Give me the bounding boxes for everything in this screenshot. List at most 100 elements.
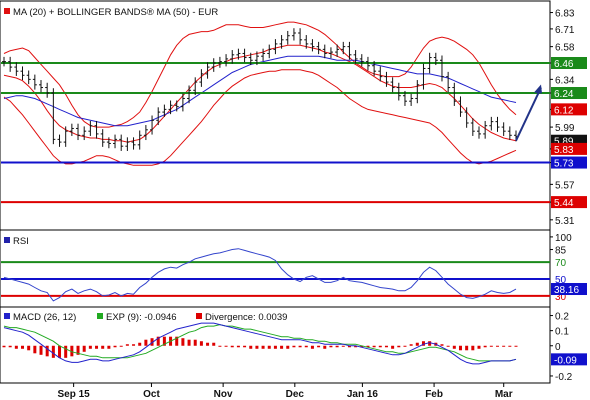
divergence-bar: [317, 345, 321, 348]
divergence-bar: [243, 345, 247, 348]
x-tick-label: Nov: [214, 389, 233, 400]
macd-legend: MACD (26, 12) EXP (9): -0.0946 Divergenc…: [4, 312, 287, 323]
macd-y-tick-label: 0: [555, 342, 561, 353]
bollinger-upper-band: [3, 21, 517, 128]
price-value-tag: 5.83: [551, 142, 587, 156]
divergence-bar: [280, 345, 284, 349]
divergence-bar: [58, 345, 62, 358]
macd-line: [3, 322, 517, 365]
rsi-value-tag: 38.16: [551, 283, 587, 296]
price-y-tick-label: 5.99: [555, 123, 575, 134]
macd-y-axis: 0.2 0.1 0 -0.2 -0.09: [550, 312, 587, 383]
divergence-bar: [230, 345, 234, 348]
divergence-bar: [193, 339, 197, 346]
divergence-bar: [218, 345, 222, 347]
divergence-bar: [101, 345, 105, 349]
price-value-tag: 6.12: [551, 103, 587, 116]
divergence-bar: [14, 345, 18, 349]
divergence-bar: [150, 338, 154, 346]
exp-legend-swatch: [97, 313, 103, 319]
price-level-tag-bg: [551, 57, 587, 69]
divergence-bar: [119, 345, 123, 347]
price-y-tick-label: 6.83: [555, 9, 575, 20]
divergence-bar: [70, 345, 74, 357]
rsi-value-tag-text: 38.16: [554, 285, 579, 296]
divergence-bar: [181, 338, 185, 346]
price-y-tick-label: 6.58: [555, 43, 575, 54]
divergence-bar: [212, 342, 216, 346]
price-plot-area: [1, 21, 550, 204]
price-panel-frame: [0, 0, 551, 231]
price-level-tag-bg: [551, 87, 587, 99]
divergence-bar: [304, 345, 308, 348]
price-level-tag-text: 6.46: [554, 59, 574, 70]
divergence-bar: [2, 345, 6, 348]
rsi-y-tick-label: 100: [555, 233, 572, 244]
divergence-bar: [95, 345, 99, 349]
divergence-bar: [477, 345, 481, 349]
rsi-level-label: 50: [555, 275, 567, 286]
price-level-tag-bg: [551, 156, 587, 169]
rsi-level-label: 70: [555, 258, 567, 269]
macd-legend-swatch: [4, 313, 10, 319]
price-level-tag: 6.46: [551, 57, 587, 70]
divergence-bar: [489, 345, 493, 347]
macd-legend-divergence: Divergence: 0.0039: [205, 312, 287, 323]
divergence-bar: [415, 342, 419, 346]
divergence-bar: [39, 345, 43, 355]
macd-value-tag: -0.09: [551, 353, 587, 366]
x-tick-label: Jan 16: [347, 389, 379, 400]
divergence-bar: [502, 345, 506, 347]
price-value-tag-text: 6.12: [554, 105, 574, 116]
divergence-bar: [403, 345, 407, 347]
divergence-bar: [88, 345, 92, 349]
rsi-legend-swatch: [4, 237, 10, 243]
divergence-bar: [372, 345, 376, 348]
macd-panel-frame: [0, 306, 551, 384]
forecast-arrow-head: [534, 84, 542, 94]
divergence-bar: [341, 345, 345, 347]
divergence-bar: [292, 345, 296, 348]
ma20-line: [3, 44, 517, 143]
price-y-tick-label: 5.57: [555, 180, 575, 191]
divergence-bar: [335, 345, 339, 348]
divergence-bar: [421, 341, 425, 346]
divergence-bar: [286, 345, 290, 349]
divergence-bar: [508, 345, 512, 347]
divergence-bar: [206, 342, 210, 346]
price-level-tag: 6.24: [551, 87, 587, 100]
macd-legend-macd: MACD (26, 12): [13, 312, 76, 323]
divergence-bar: [21, 345, 25, 349]
divergence-bar: [33, 345, 37, 354]
divergence-bar: [175, 336, 179, 346]
price-value-tag-bg: [551, 103, 587, 116]
rsi-legend: RSI: [4, 236, 29, 247]
divergence-bar: [76, 345, 80, 355]
price-y-tick-label: 6.34: [555, 75, 575, 86]
rsi-legend-text: RSI: [13, 236, 29, 247]
macd-y-tick-label: 0.2: [555, 312, 569, 323]
divergence-bar: [45, 345, 49, 357]
divergence-bar: [452, 345, 456, 349]
rsi-value-tag-bg: [551, 283, 587, 296]
divergence-legend-swatch: [196, 313, 202, 319]
x-tick-label: Sep 15: [58, 389, 91, 400]
x-tick-label: Mar: [495, 389, 513, 400]
divergence-bar: [125, 344, 129, 346]
divergence-bar: [298, 345, 302, 348]
divergence-bar: [378, 345, 382, 348]
divergence-bar: [255, 345, 259, 349]
divergence-bar: [144, 339, 148, 346]
divergence-bar: [323, 345, 327, 349]
divergence-bar: [514, 345, 518, 347]
divergence-bar: [187, 339, 191, 346]
macd-value-tag-text: -0.09: [554, 355, 577, 366]
divergence-bar: [384, 345, 388, 348]
macd-panel: MACD (26, 12) EXP (9): -0.0946 Divergenc…: [0, 306, 587, 384]
divergence-bar: [465, 345, 469, 351]
divergence-bar: [495, 345, 499, 347]
price-value-tag-text: 5.89: [554, 137, 574, 148]
